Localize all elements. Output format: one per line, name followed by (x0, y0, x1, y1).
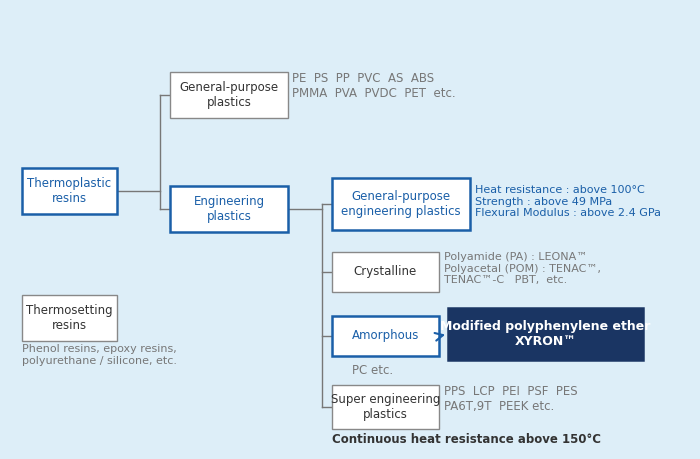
FancyBboxPatch shape (448, 308, 643, 360)
Text: General-purpose
engineering plastics: General-purpose engineering plastics (341, 190, 461, 218)
Text: Thermoplastic
resins: Thermoplastic resins (27, 177, 111, 205)
Text: PC etc.: PC etc. (352, 364, 393, 377)
FancyBboxPatch shape (170, 72, 288, 118)
FancyBboxPatch shape (170, 186, 288, 232)
Text: Heat resistance : above 100°C
Strength : above 49 MPa
Flexural Modulus : above 2: Heat resistance : above 100°C Strength :… (475, 185, 661, 218)
Text: Amorphous: Amorphous (352, 330, 419, 342)
Text: Phenol resins, epoxy resins,
polyurethane / silicone, etc.: Phenol resins, epoxy resins, polyurethan… (22, 344, 177, 366)
Text: Continuous heat resistance above 150°C: Continuous heat resistance above 150°C (332, 433, 601, 446)
Text: Modified polyphenylene ether
XYRON™: Modified polyphenylene ether XYRON™ (440, 320, 651, 348)
Text: General-purpose
plastics: General-purpose plastics (179, 81, 279, 109)
Text: Thermosetting
resins: Thermosetting resins (26, 304, 113, 332)
FancyBboxPatch shape (22, 168, 117, 214)
Text: Super engineering
plastics: Super engineering plastics (331, 393, 440, 421)
Text: PE  PS  PP  PVC  AS  ABS
PMMA  PVA  PVDC  PET  etc.: PE PS PP PVC AS ABS PMMA PVA PVDC PET et… (292, 72, 456, 100)
FancyBboxPatch shape (22, 295, 117, 341)
FancyBboxPatch shape (332, 385, 439, 429)
Text: Engineering
plastics: Engineering plastics (193, 195, 265, 223)
Text: Crystalline: Crystalline (354, 265, 417, 279)
Text: PPS  LCP  PEI  PSF  PES
PA6T,9T  PEEK etc.: PPS LCP PEI PSF PES PA6T,9T PEEK etc. (444, 385, 578, 413)
FancyBboxPatch shape (332, 316, 439, 356)
FancyBboxPatch shape (332, 178, 470, 230)
FancyBboxPatch shape (332, 252, 439, 292)
Text: Polyamide (PA) : LEONA™
Polyacetal (POM) : TENAC™,
TENAC™-C   PBT,  etc.: Polyamide (PA) : LEONA™ Polyacetal (POM)… (444, 252, 601, 285)
